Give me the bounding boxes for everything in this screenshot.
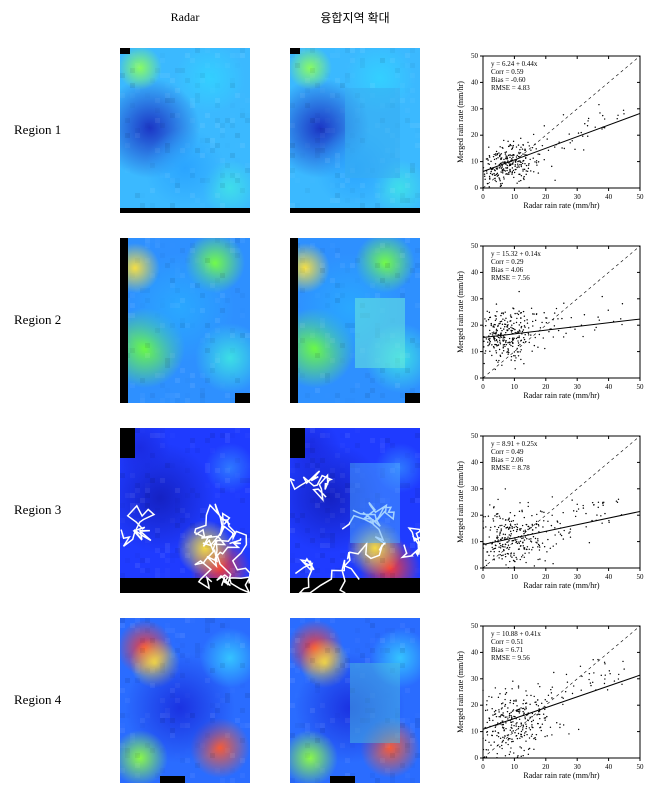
- svg-text:10: 10: [510, 193, 518, 201]
- svg-text:30: 30: [573, 193, 581, 201]
- svg-text:40: 40: [471, 648, 479, 656]
- svg-text:Bias = 2.06: Bias = 2.06: [491, 456, 524, 464]
- svg-text:40: 40: [605, 383, 613, 391]
- svg-text:y = 15.32 + 0.14x: y = 15.32 + 0.14x: [491, 250, 541, 258]
- svg-text:30: 30: [573, 763, 581, 771]
- radar-heatmap: [120, 428, 250, 593]
- svg-text:30: 30: [471, 484, 479, 492]
- svg-text:RMSE = 7.56: RMSE = 7.56: [491, 274, 530, 282]
- merged-heatmap: [290, 618, 420, 783]
- svg-text:50: 50: [471, 622, 479, 630]
- svg-text:50: 50: [636, 383, 644, 391]
- svg-text:20: 20: [471, 701, 479, 709]
- svg-text:Merged rain rate (mm/hr): Merged rain rate (mm/hr): [456, 270, 465, 352]
- svg-text:Bias = 4.06: Bias = 4.06: [491, 266, 524, 274]
- svg-text:y = 10.88 + 0.41x: y = 10.88 + 0.41x: [491, 630, 541, 638]
- svg-text:30: 30: [471, 104, 479, 112]
- svg-text:30: 30: [471, 294, 479, 302]
- svg-text:50: 50: [471, 242, 479, 250]
- svg-text:0: 0: [474, 184, 478, 192]
- svg-text:0: 0: [474, 754, 478, 762]
- scatter-plot: 0 10 20 30 40 50 0 10 20 30 40 50 y = 10.88 + 0.41xC…: [453, 618, 648, 783]
- svg-text:y = 8.91 + 0.25x: y = 8.91 + 0.25x: [491, 440, 538, 448]
- merged-heatmap: [290, 428, 420, 593]
- row-label: Region 3: [10, 502, 61, 518]
- svg-text:0: 0: [481, 193, 485, 201]
- svg-text:40: 40: [605, 763, 613, 771]
- svg-text:RMSE = 9.56: RMSE = 9.56: [491, 654, 530, 662]
- svg-text:Bias = -0.60: Bias = -0.60: [491, 76, 526, 84]
- svg-text:Radar rain rate (mm/hr): Radar rain rate (mm/hr): [523, 771, 600, 780]
- svg-text:50: 50: [636, 573, 644, 581]
- svg-text:50: 50: [471, 52, 479, 60]
- svg-text:0: 0: [481, 763, 485, 771]
- svg-text:10: 10: [510, 383, 518, 391]
- svg-text:Bias = 6.71: Bias = 6.71: [491, 646, 524, 654]
- svg-text:RMSE = 4.83: RMSE = 4.83: [491, 84, 530, 92]
- svg-text:Corr = 0.59: Corr = 0.59: [491, 68, 524, 76]
- radar-heatmap: [120, 238, 250, 403]
- svg-text:10: 10: [471, 537, 479, 545]
- svg-text:20: 20: [542, 573, 550, 581]
- svg-text:40: 40: [471, 268, 479, 276]
- svg-text:0: 0: [474, 564, 478, 572]
- svg-text:0: 0: [474, 374, 478, 382]
- svg-text:40: 40: [471, 78, 479, 86]
- row-label: Region 1: [10, 122, 61, 138]
- svg-text:20: 20: [471, 511, 479, 519]
- svg-text:0: 0: [481, 383, 485, 391]
- svg-text:10: 10: [471, 347, 479, 355]
- svg-text:20: 20: [542, 763, 550, 771]
- svg-text:RMSE = 8.78: RMSE = 8.78: [491, 464, 530, 472]
- svg-text:50: 50: [471, 432, 479, 440]
- scatter-plot: 0 10 20 30 40 50 0 10 20 30 40 50 y = 8.91 + 0.25xCo…: [453, 428, 648, 593]
- svg-text:40: 40: [605, 573, 613, 581]
- svg-text:10: 10: [471, 727, 479, 735]
- row-label: Region 4: [10, 692, 61, 708]
- svg-text:30: 30: [471, 674, 479, 682]
- svg-text:10: 10: [510, 573, 518, 581]
- svg-text:10: 10: [471, 157, 479, 165]
- svg-text:20: 20: [471, 131, 479, 139]
- radar-heatmap: [120, 618, 250, 783]
- svg-text:Radar rain rate (mm/hr): Radar rain rate (mm/hr): [523, 201, 600, 210]
- svg-text:20: 20: [542, 193, 550, 201]
- svg-text:y = 6.24 + 0.44x: y = 6.24 + 0.44x: [491, 60, 538, 68]
- radar-heatmap: [120, 48, 250, 213]
- svg-text:30: 30: [573, 383, 581, 391]
- scatter-plot: 0 10 20 30 40 50 0 10 20 30 40 50 y = 6.24 + 0.44xCo…: [453, 48, 648, 213]
- svg-text:40: 40: [605, 193, 613, 201]
- merged-heatmap: [290, 48, 420, 213]
- svg-text:30: 30: [573, 573, 581, 581]
- svg-text:50: 50: [636, 193, 644, 201]
- svg-text:Radar rain rate (mm/hr): Radar rain rate (mm/hr): [523, 391, 600, 400]
- svg-text:Radar rain rate (mm/hr): Radar rain rate (mm/hr): [523, 581, 600, 590]
- scatter-plot: 0 10 20 30 40 50 0 10 20 30 40 50 y = 15.32 + 0.14xC…: [453, 238, 648, 403]
- svg-text:Corr = 0.29: Corr = 0.29: [491, 258, 524, 266]
- header-radar: Radar: [171, 10, 200, 25]
- row-label: Region 2: [10, 312, 61, 328]
- svg-text:20: 20: [542, 383, 550, 391]
- svg-text:Merged rain rate (mm/hr): Merged rain rate (mm/hr): [456, 460, 465, 542]
- svg-text:10: 10: [510, 763, 518, 771]
- svg-text:Merged rain rate (mm/hr): Merged rain rate (mm/hr): [456, 80, 465, 162]
- svg-text:Corr = 0.49: Corr = 0.49: [491, 448, 524, 456]
- svg-text:Merged rain rate (mm/hr): Merged rain rate (mm/hr): [456, 650, 465, 732]
- figure-grid: Radar 융합지역 확대 Region 1 0 10 20 30 40 50 0 10 20 30…: [0, 0, 669, 795]
- svg-text:50: 50: [636, 763, 644, 771]
- svg-text:0: 0: [481, 573, 485, 581]
- svg-text:40: 40: [471, 458, 479, 466]
- svg-text:20: 20: [471, 321, 479, 329]
- header-merged: 융합지역 확대: [320, 9, 389, 26]
- svg-text:Corr = 0.51: Corr = 0.51: [491, 638, 524, 646]
- merged-heatmap: [290, 238, 420, 403]
